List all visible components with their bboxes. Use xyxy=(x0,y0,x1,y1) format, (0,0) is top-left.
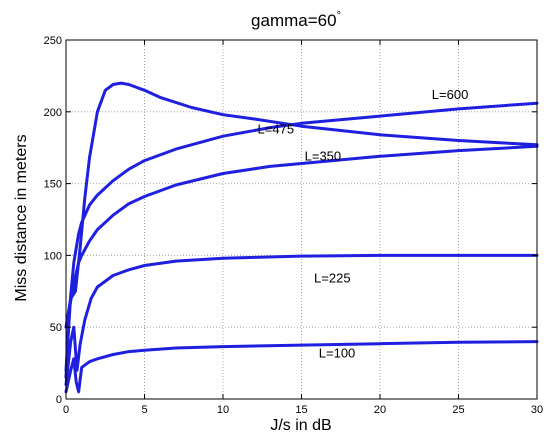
y-tick-label: 250 xyxy=(44,35,62,47)
y-tick-label: 150 xyxy=(44,179,62,191)
series-annotation: L=600 xyxy=(432,87,469,102)
x-axis-label: J/s in dB xyxy=(270,417,331,434)
x-tick-label: 20 xyxy=(374,404,386,416)
series-line xyxy=(64,101,539,372)
chart-title-text: gamma=60 xyxy=(251,11,337,30)
y-axis-label: Miss distance in meters xyxy=(13,134,30,301)
series-annotation: L=225 xyxy=(314,271,351,286)
y-tick-label: 50 xyxy=(50,322,62,334)
series-line xyxy=(64,81,539,329)
chart-title: gamma=60° xyxy=(251,10,341,30)
y-tick-label: 0 xyxy=(56,394,62,406)
plot-area: 0 5 10 15 20 25 30 0 50 100 150 200 250 L=600 L=475 L=3… xyxy=(44,35,543,416)
series-annotation: L=100 xyxy=(319,345,356,360)
y-tick-label: 100 xyxy=(44,250,62,262)
x-tick-label: 10 xyxy=(217,404,229,416)
chart-title-degree: ° xyxy=(337,10,341,22)
x-tick-label: 25 xyxy=(452,404,464,416)
x-tick-label: 0 xyxy=(63,404,69,416)
x-tick-label: 30 xyxy=(531,404,543,416)
plot-background xyxy=(66,40,537,399)
y-tick-label: 200 xyxy=(44,107,62,119)
x-tick-label: 5 xyxy=(141,404,147,416)
x-tick-label: 15 xyxy=(295,404,307,416)
series-line xyxy=(64,340,539,394)
series-line xyxy=(64,253,539,387)
series-annotation: L=475 xyxy=(258,121,295,136)
series-annotation: L=350 xyxy=(305,149,342,164)
